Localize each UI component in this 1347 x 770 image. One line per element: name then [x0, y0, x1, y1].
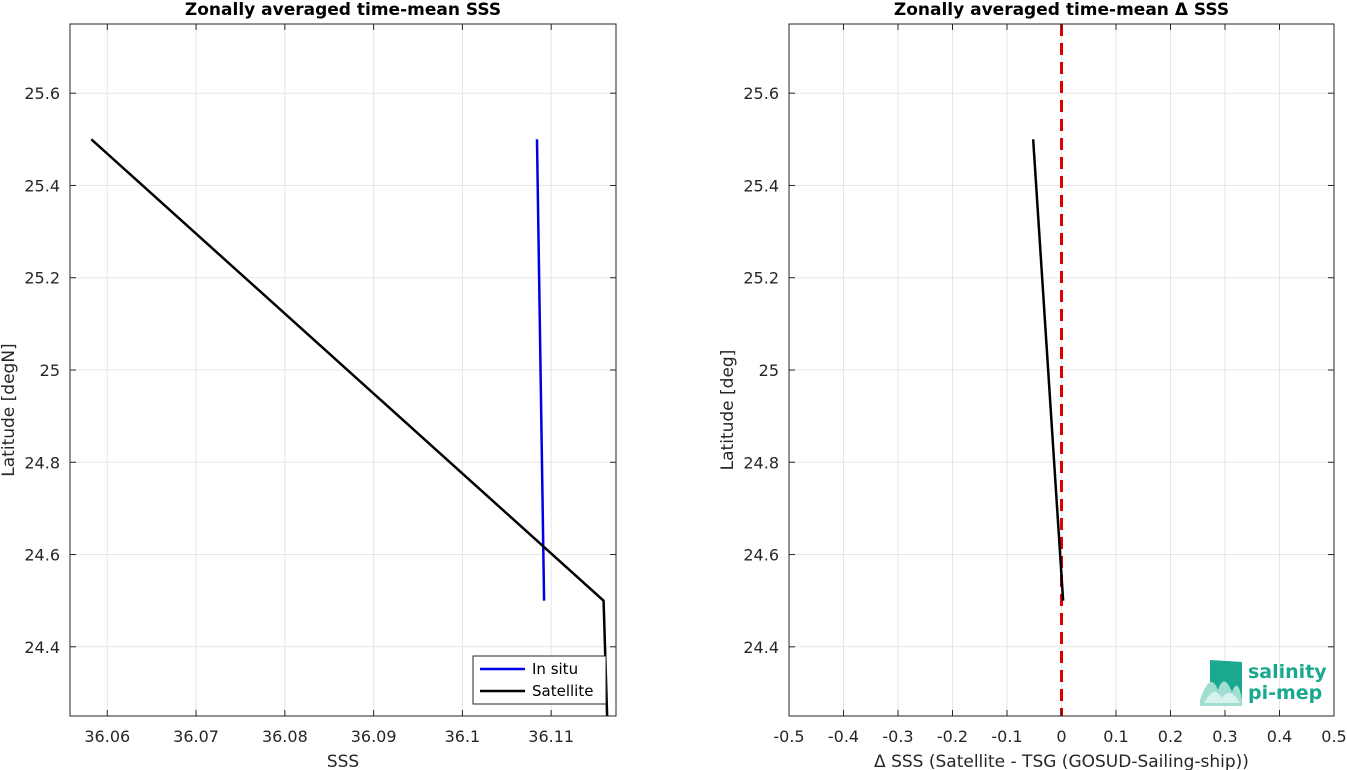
- x-tick-label: 36.11: [528, 727, 574, 746]
- series-group: [1031, 139, 1065, 601]
- chart-1: 36.06 36.07 36.08 36.09 36.1 36.11 24.4 24.6 24.…: [0, 0, 617, 770]
- y-tick-label: 25.2: [24, 269, 60, 288]
- x-tick-label: -0.4: [828, 727, 859, 746]
- y-tick-label: 25.6: [743, 84, 779, 103]
- x-tick-label: 36.06: [84, 727, 130, 746]
- series-line-in-situ: [535, 139, 546, 601]
- x-tick-label: 0.2: [1158, 727, 1183, 746]
- y-tick-label: 24.4: [743, 638, 779, 657]
- chart-2: -0.5 -0.4 -0.3 -0.2 -0.1 0 0.1 0.2 0.3 0.4 0.5 24.4…: [718, 0, 1347, 770]
- x-tick-label: 36.1: [445, 727, 481, 746]
- legend-box: [472, 655, 607, 705]
- y-tick-label: 25: [40, 361, 60, 380]
- x-tick-label: -0.1: [991, 727, 1022, 746]
- series-line-1: [1031, 139, 1065, 601]
- y-tick-label: 24.6: [743, 546, 779, 565]
- x-tick-label: 36.07: [173, 727, 219, 746]
- x-axis-label: SSS: [327, 752, 359, 770]
- x-tick-label: 0.3: [1212, 727, 1237, 746]
- chart-title: Zonally averaged time-mean Δ SSS: [894, 0, 1229, 20]
- x-tick-label: 36.09: [351, 727, 397, 746]
- y-tick-label: 24.8: [743, 453, 779, 472]
- logo-wave-icon: [1204, 692, 1240, 703]
- legend-label: Satellite: [532, 682, 593, 700]
- y-axis-label: Latitude [deg]: [718, 350, 738, 471]
- x-tick-label: -0.3: [882, 727, 913, 746]
- grid: [70, 24, 616, 716]
- chart-title: Zonally averaged time-mean SSS: [185, 0, 501, 20]
- y-tick-label: 24.6: [24, 546, 60, 565]
- y-tick-label: 24.4: [24, 638, 60, 657]
- x-tick-label: -0.5: [773, 727, 804, 746]
- legend: In situ Satellite: [472, 655, 607, 705]
- y-tick-label: 24.8: [24, 453, 60, 472]
- y-axis-label: Latitude [degN]: [0, 343, 19, 476]
- y-tick-label: 25.6: [24, 84, 60, 103]
- logo-text-pimep: pi-mep: [1248, 682, 1322, 704]
- x-tick-label: 0.1: [1103, 727, 1128, 746]
- x-axis-label: Δ SSS (Satellite - TSG (GOSUD-Sailing-sh…: [874, 752, 1249, 770]
- y-tick-label: 25: [759, 361, 779, 380]
- x-tick-label: -0.2: [937, 727, 968, 746]
- y-tick-label: 25.4: [24, 176, 60, 195]
- x-tick-label: 0.4: [1267, 727, 1292, 746]
- x-tick-label: 0.5: [1321, 727, 1346, 746]
- legend-label: In situ: [532, 660, 578, 678]
- tick-marks: [70, 24, 616, 716]
- y-tick-label: 25.2: [743, 269, 779, 288]
- logo-text-salinity: salinity: [1248, 661, 1327, 683]
- y-tick-label: 25.4: [743, 176, 779, 195]
- tick-marks: [788, 24, 1335, 716]
- x-tick-label: 0: [1056, 727, 1066, 746]
- x-tick-label: 36.08: [262, 727, 308, 746]
